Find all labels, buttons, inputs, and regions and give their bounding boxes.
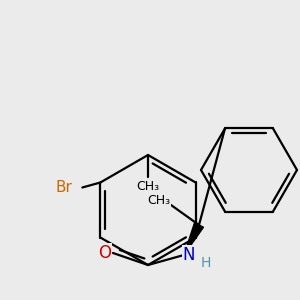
- Polygon shape: [184, 223, 203, 255]
- Text: CH₃: CH₃: [136, 181, 160, 194]
- Text: O: O: [98, 244, 112, 262]
- Text: N: N: [183, 246, 195, 264]
- Text: CH₃: CH₃: [147, 194, 171, 206]
- Text: Br: Br: [56, 180, 73, 195]
- Text: H: H: [201, 256, 211, 270]
